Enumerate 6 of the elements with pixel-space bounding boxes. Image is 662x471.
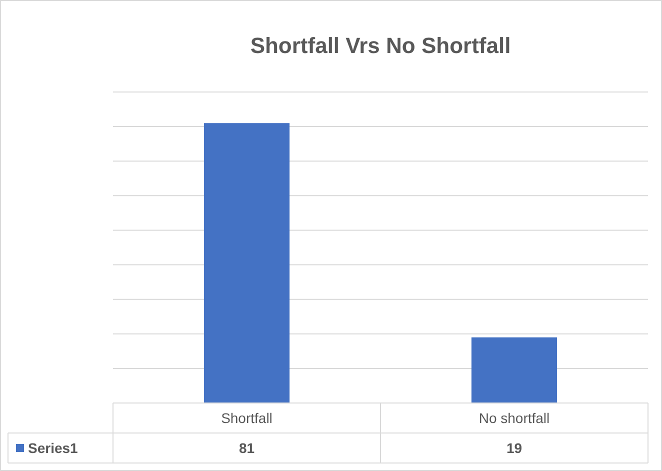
data-label: 81 [238, 440, 255, 456]
x-tick-label: Shortfall [221, 410, 272, 426]
legend-label: Series1 [28, 440, 78, 456]
data-label: 19 [506, 440, 522, 456]
chart-title: Shortfall Vrs No Shortfall [250, 33, 511, 58]
x-tick-label: No shortfall [478, 410, 550, 426]
